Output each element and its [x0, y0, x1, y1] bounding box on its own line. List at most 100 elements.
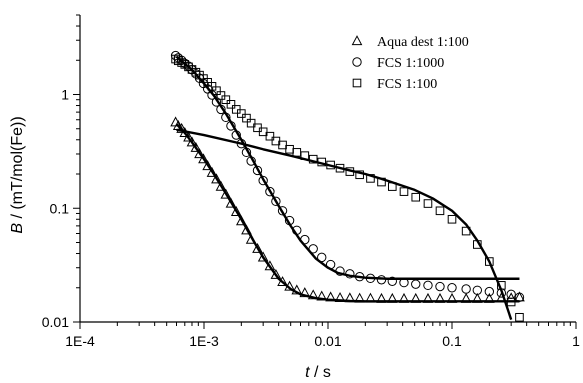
y-axis-title: B / (mT/mol(Fe)): [9, 116, 26, 233]
data-point: [241, 224, 252, 235]
data-point: [277, 206, 288, 216]
data-point: [235, 215, 247, 226]
data-point: [485, 257, 494, 266]
data-point: [471, 292, 483, 303]
data-point: [198, 153, 209, 164]
data-point: [220, 188, 232, 199]
fit-line: [175, 123, 520, 303]
legend-marker: [352, 57, 362, 67]
x-tick-label: 1: [572, 333, 580, 349]
data-point: [399, 277, 409, 288]
data-point: [264, 260, 276, 271]
data-point: [285, 144, 294, 154]
data-point: [435, 206, 445, 216]
data-point: [211, 173, 222, 184]
data-point: [473, 240, 482, 249]
legend-entry: FCS 1:1000: [352, 56, 444, 71]
data-point: [265, 131, 275, 141]
x-axis-title-unit: / s: [310, 364, 331, 381]
data-point: [399, 187, 409, 196]
data-point: [366, 174, 375, 183]
x-ticks: 1E-4 1E-3 0.01 0.1 1: [65, 322, 580, 349]
data-point: [221, 112, 231, 123]
data-point: [334, 292, 346, 302]
data-point: [284, 280, 295, 291]
data-point: [190, 141, 202, 152]
data-point: [472, 285, 483, 295]
data-point: [496, 292, 507, 303]
series-fcs-1-1000: [170, 50, 525, 302]
data-point: [317, 157, 327, 167]
legend-label: FCS 1:1000: [377, 56, 444, 71]
data-point: [258, 127, 268, 137]
legend-label: Aqua dest 1:100: [377, 35, 469, 50]
data-point: [506, 297, 516, 307]
data-point: [376, 292, 387, 303]
data-point: [186, 136, 198, 147]
legend-entry: FCS 1:100: [352, 77, 437, 92]
data-point: [355, 170, 364, 180]
data-point: [365, 292, 376, 303]
data-point: [345, 269, 355, 279]
legend-marker: [351, 35, 363, 46]
y-tick-label: 1: [61, 87, 69, 103]
x-tick-label: 1E-3: [189, 333, 219, 349]
data-point: [270, 268, 282, 279]
legend: Aqua dest 1:100 FCS 1:1000 FCS 1:100: [351, 35, 469, 92]
data-point: [226, 100, 236, 109]
data-point: [325, 291, 336, 302]
data-point: [483, 292, 495, 303]
series-aqua-dest-1-100: [170, 116, 525, 303]
data-point: [176, 122, 187, 133]
data-point: [202, 160, 213, 171]
data-point: [241, 147, 252, 158]
data-point: [514, 291, 525, 302]
data-point: [307, 289, 319, 300]
data-point: [398, 292, 410, 303]
data-points: [170, 50, 525, 322]
x-tick-label: 0.01: [314, 333, 341, 349]
y-axis-title-symbol: B: [9, 223, 26, 234]
data-point: [497, 281, 506, 290]
data-point: [461, 226, 471, 236]
data-point: [252, 242, 263, 253]
data-point: [410, 292, 422, 303]
data-point: [422, 292, 434, 303]
data-point: [207, 82, 217, 91]
data-point: [335, 266, 345, 276]
data-point: [423, 199, 433, 208]
data-point: [237, 109, 246, 118]
data-point: [202, 84, 213, 94]
data-point: [299, 287, 311, 298]
series-fcs-1-100: [171, 54, 524, 322]
data-point: [215, 180, 227, 191]
data-point: [447, 214, 457, 224]
data-point: [252, 165, 263, 176]
data-point: [265, 186, 275, 197]
data-point: [514, 292, 525, 302]
legend-marker: [352, 78, 362, 88]
y-axis-title-unit: / (mT/mol(Fe)): [9, 116, 26, 223]
data-point: [515, 312, 524, 322]
data-point: [271, 196, 281, 207]
data-point: [317, 252, 327, 263]
data-point: [226, 121, 236, 131]
data-point: [292, 148, 302, 157]
data-point: [447, 283, 457, 293]
legend-entry: Aqua dest 1:100: [351, 35, 469, 50]
y-tick-label: 0.01: [42, 314, 69, 330]
data-point: [386, 292, 398, 303]
data-point: [300, 151, 310, 160]
data-point: [387, 182, 397, 191]
data-point: [446, 292, 458, 303]
data-point: [423, 280, 433, 291]
data-point: [335, 163, 345, 173]
y-tick-label: 0.1: [50, 200, 70, 216]
data-point: [242, 113, 251, 123]
data-point: [345, 167, 355, 176]
data-point: [231, 130, 241, 140]
data-point: [177, 58, 186, 67]
data-point: [326, 160, 335, 170]
data-point: [435, 281, 445, 292]
